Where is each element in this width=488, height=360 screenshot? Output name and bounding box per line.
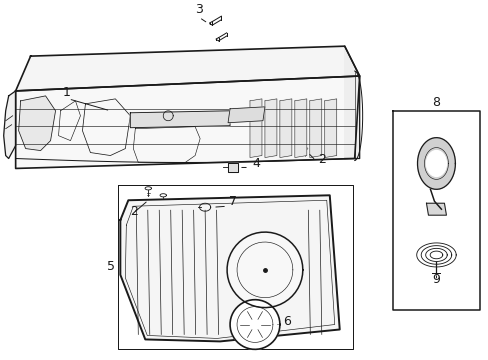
Text: 2: 2	[130, 205, 138, 218]
Text: 8: 8	[431, 96, 440, 109]
Polygon shape	[264, 99, 276, 158]
Polygon shape	[426, 203, 446, 215]
Polygon shape	[19, 96, 56, 150]
Polygon shape	[417, 138, 454, 189]
Text: 6: 6	[283, 315, 290, 328]
Polygon shape	[309, 99, 321, 158]
Text: 3: 3	[195, 3, 203, 17]
Polygon shape	[324, 99, 336, 158]
Text: 7: 7	[228, 195, 237, 208]
Polygon shape	[226, 232, 302, 307]
Text: 4: 4	[251, 157, 259, 170]
Polygon shape	[227, 107, 264, 123]
Polygon shape	[4, 91, 16, 158]
Text: 2: 2	[317, 153, 325, 166]
Polygon shape	[426, 150, 446, 176]
Polygon shape	[120, 195, 339, 341]
Polygon shape	[130, 111, 229, 128]
Text: 5: 5	[107, 260, 115, 273]
Polygon shape	[16, 76, 359, 168]
Polygon shape	[16, 46, 359, 91]
Polygon shape	[294, 99, 306, 158]
Text: 1: 1	[62, 86, 70, 99]
Polygon shape	[279, 99, 291, 158]
Polygon shape	[249, 99, 262, 158]
Polygon shape	[227, 163, 238, 172]
Text: 9: 9	[431, 273, 440, 286]
Polygon shape	[344, 46, 359, 158]
Polygon shape	[230, 300, 279, 349]
